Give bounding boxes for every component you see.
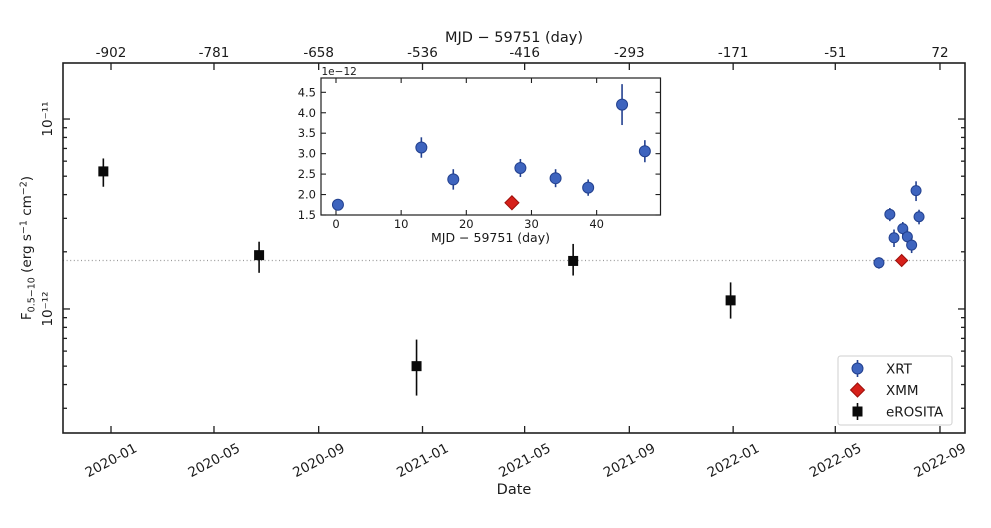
main-data-points — [98, 158, 925, 396]
tick-label: 10⁻¹² — [40, 291, 56, 326]
main-axes: -902 -781 -658 -536 -416 -293 -171 -51 72 2020-01… — [19, 30, 969, 498]
xrt-point — [638, 145, 651, 158]
tick-label: 2022-09 — [912, 440, 969, 481]
xrt-point — [331, 198, 344, 211]
legend-label: XMM — [886, 383, 919, 399]
erosita-point — [568, 255, 579, 266]
xrt-point — [447, 173, 460, 186]
xrt-point — [582, 181, 595, 194]
xrt-point — [873, 257, 885, 269]
tick-label: 2.5 — [298, 167, 316, 181]
inset-x-axis-label: MJD − 59751 (day) — [431, 230, 550, 245]
tick-label: 4.0 — [298, 106, 316, 120]
inset-axes: 0 10 20 30 40 1.5 2.0 2.5 3.0 3.5 4.0 4.5 1e−12 MJD… — [298, 66, 662, 245]
xmm-point — [504, 195, 520, 211]
tick-label: 2.0 — [298, 188, 316, 202]
inset-offset-label: 1e−12 — [322, 66, 357, 78]
tick-label: 4.5 — [298, 85, 316, 99]
tick-label: 2021-01 — [394, 440, 451, 481]
xrt-legend-marker — [851, 362, 864, 375]
tick-label: -293 — [614, 45, 645, 61]
tick-label: -902 — [96, 45, 127, 61]
y-axis-label: F0.5−10 (erg s−1 cm−2) — [19, 176, 38, 320]
tick-label: 2020-05 — [186, 440, 243, 481]
xmm-legend-marker — [849, 382, 866, 398]
erosita-point — [98, 166, 109, 177]
top-axis-label: MJD − 59751 (day) — [445, 30, 583, 46]
tick-label: 20 — [459, 217, 474, 231]
xrt-point — [888, 232, 900, 244]
xrt-point — [415, 141, 428, 154]
xrt-point — [549, 172, 562, 185]
xrt-point — [913, 211, 925, 223]
y-axis-label-text: F0.5−10 (erg s−1 cm−2) — [19, 176, 38, 320]
bottom-axis-label: Date — [497, 482, 532, 498]
legend: XRT XMM eROSITA — [837, 355, 953, 426]
tick-label: 2021-09 — [601, 440, 658, 481]
inset-axis-ticks: 0 10 20 30 40 1.5 2.0 2.5 3.0 3.5 4.0 4.5 — [298, 78, 661, 231]
tick-label: 10⁻¹¹ — [40, 101, 56, 136]
legend-entry-xrt: XRT — [851, 360, 913, 378]
main-plot-frame — [62, 62, 966, 434]
legend-label: eROSITA — [886, 405, 944, 421]
tick-label: 72 — [931, 45, 948, 61]
inset-plot-frame — [320, 77, 662, 216]
main-axis-ticks: -902 -781 -658 -536 -416 -293 -171 -51 72 2020-01… — [40, 45, 969, 481]
inset-data-points — [331, 84, 651, 211]
tick-label: 2021-05 — [496, 440, 553, 481]
tick-label: 0 — [332, 217, 339, 231]
xrt-point — [897, 223, 909, 235]
tick-label: -171 — [718, 45, 749, 61]
legend-entry-xmm: XMM — [849, 382, 919, 399]
xrt-point — [910, 185, 922, 197]
xmm-point — [894, 253, 909, 268]
xrt-point — [514, 161, 527, 174]
tick-label: 3.5 — [298, 126, 316, 140]
tick-label: -536 — [407, 45, 438, 61]
erosita-point — [411, 361, 422, 372]
tick-label: 2020-09 — [290, 440, 347, 481]
erosita-point — [254, 250, 265, 261]
tick-label: 2020-01 — [83, 440, 140, 481]
xrt-point — [906, 239, 918, 251]
xrt-point — [884, 208, 896, 220]
tick-label: 10 — [394, 217, 409, 231]
tick-label: -781 — [199, 45, 230, 61]
legend-label: XRT — [886, 362, 913, 378]
tick-label: 30 — [524, 217, 539, 231]
erosita-point — [725, 295, 736, 306]
xrt-point — [616, 98, 629, 111]
tick-label: 1.5 — [298, 208, 316, 222]
legend-box — [837, 355, 953, 426]
tick-label: 2022-05 — [807, 440, 864, 481]
tick-label: 40 — [589, 217, 604, 231]
tick-label: -658 — [303, 45, 334, 61]
legend-entry-erosita: eROSITA — [852, 403, 944, 421]
erosita-legend-marker — [852, 406, 863, 417]
tick-label: 3.0 — [298, 147, 316, 161]
tick-label: -416 — [509, 45, 540, 61]
tick-label: -51 — [824, 45, 846, 61]
tick-label: 2022-01 — [705, 440, 762, 481]
